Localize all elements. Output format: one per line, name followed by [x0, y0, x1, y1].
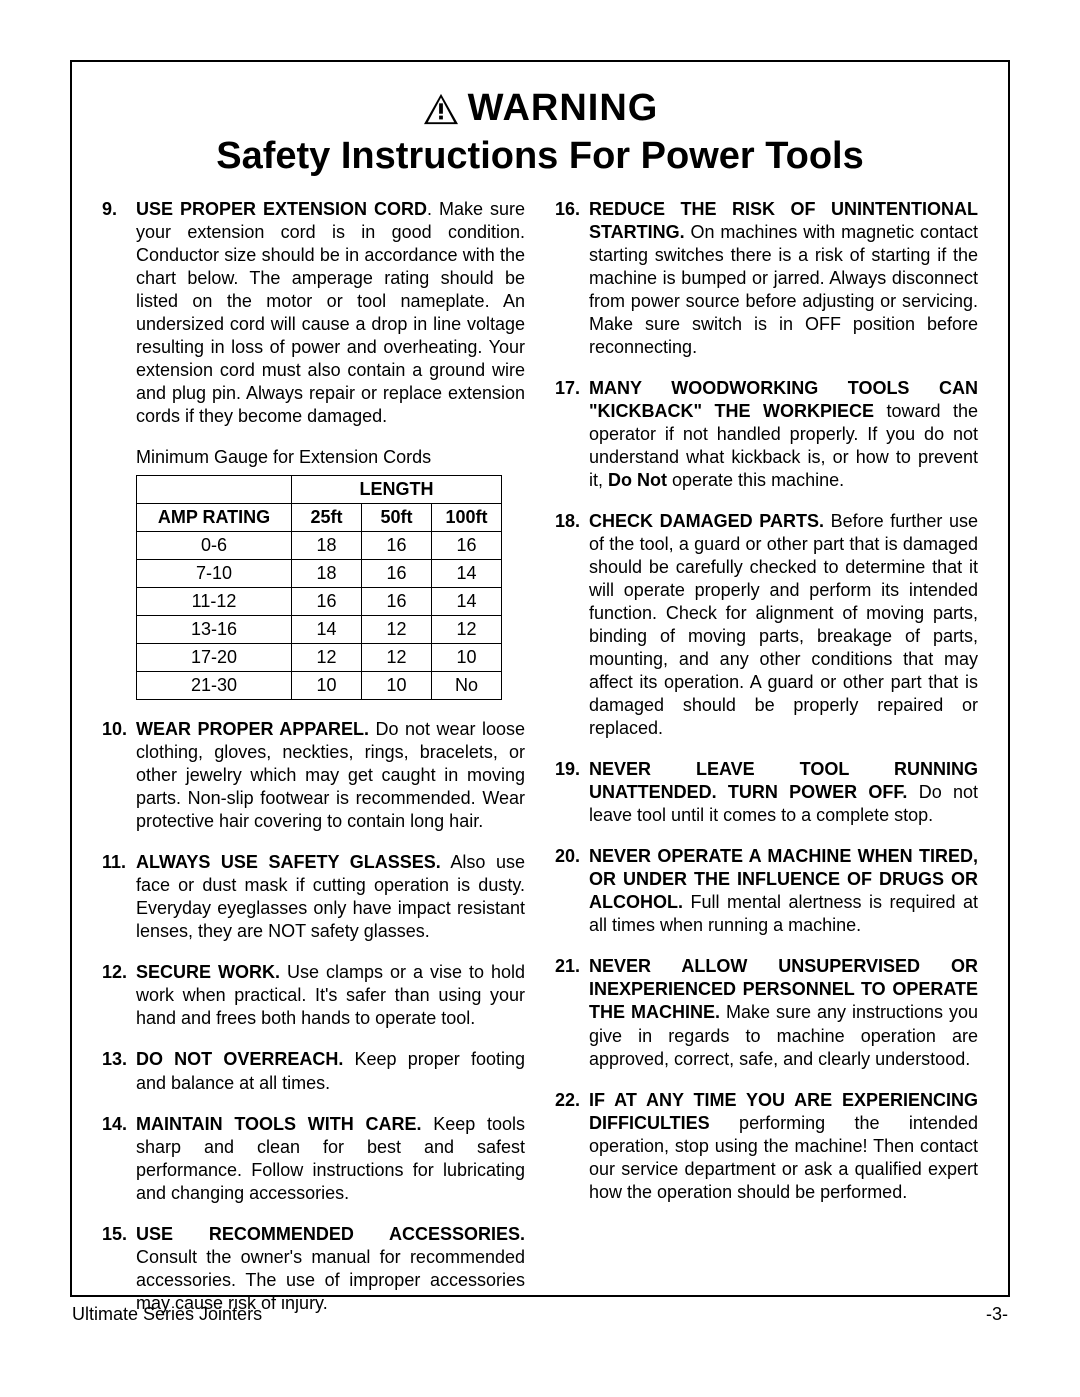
item-number: 14. — [102, 1113, 127, 1136]
item-number: 17. — [555, 377, 580, 400]
left-column: 9. USE PROPER EXTENSION CORD. Make sure y… — [102, 198, 525, 1333]
instruction-item: 13.DO NOT OVERREACH. Keep proper footing… — [102, 1048, 525, 1094]
table-cell-value: 12 — [362, 616, 432, 644]
table-cell-amp: 0-6 — [137, 531, 292, 559]
footer-left: Ultimate Series Jointers — [72, 1304, 262, 1325]
table-row: 0-6181616 — [137, 531, 502, 559]
instruction-item: 22.IF AT ANY TIME YOU ARE EXPERIENCING D… — [555, 1089, 978, 1204]
table-row: 21-301010No — [137, 672, 502, 700]
table-cell-value: 16 — [362, 559, 432, 587]
item-body: Before further use of the tool, a guard … — [589, 511, 978, 738]
instruction-item: 21.NEVER ALLOW UNSUPERVISED OR INEXPERIE… — [555, 955, 978, 1070]
table-cell-value: 14 — [432, 559, 502, 587]
table-cell-amp: 17-20 — [137, 644, 292, 672]
table-cell-value: No — [432, 672, 502, 700]
item-number: 22. — [555, 1089, 580, 1112]
table-header-amp: AMP RATING — [137, 503, 292, 531]
item-number: 9. — [102, 198, 117, 221]
table-cell-value: 16 — [432, 531, 502, 559]
table-header-length: LENGTH — [292, 475, 502, 503]
item-lead: WEAR PROPER APPAREL. — [136, 719, 369, 739]
item-number: 15. — [102, 1223, 127, 1246]
item-number: 11. — [102, 851, 126, 874]
table-cell-value: 10 — [292, 672, 362, 700]
warning-line: WARNING — [422, 87, 659, 130]
table-cell-value: 16 — [292, 587, 362, 615]
item-number: 20. — [555, 845, 580, 868]
item-extra-body: operate this machine. — [667, 470, 844, 490]
table-header-col: 25ft — [292, 503, 362, 531]
table-cell-value: 16 — [362, 531, 432, 559]
extension-cord-table: LENGTHAMP RATING25ft50ft100ft0-61816167-… — [136, 475, 502, 700]
item-number: 12. — [102, 961, 127, 984]
table-row: 13-16141212 — [137, 616, 502, 644]
item-number: 10. — [102, 718, 127, 741]
instruction-item: 14.MAINTAIN TOOLS WITH CARE. Keep tools … — [102, 1113, 525, 1205]
table-cell-value: 12 — [362, 644, 432, 672]
instruction-item: 9. USE PROPER EXTENSION CORD. Make sure y… — [102, 198, 525, 428]
instruction-item: 16.REDUCE THE RISK OF UNINTENTIONAL STAR… — [555, 198, 978, 359]
item-lead: CHECK DAMAGED PARTS. — [589, 511, 824, 531]
table-cell-value: 14 — [292, 616, 362, 644]
instruction-item: 12.SECURE WORK. Use clamps or a vise to … — [102, 961, 525, 1030]
table-row: 7-10181614 — [137, 559, 502, 587]
instruction-item: 18. CHECK DAMAGED PARTS. Before further u… — [555, 510, 978, 740]
item-lead: SECURE WORK. — [136, 962, 280, 982]
table-cell-amp: 11-12 — [137, 587, 292, 615]
table-cell-value: 14 — [432, 587, 502, 615]
warning-triangle-icon — [422, 92, 460, 126]
footer-right: -3- — [986, 1304, 1008, 1325]
warning-label: WARNING — [468, 87, 659, 130]
table-cell-value: 10 — [362, 672, 432, 700]
table-cell-amp: 13-16 — [137, 616, 292, 644]
header: WARNING Safety Instructions For Power To… — [102, 87, 978, 178]
table-cell-amp: 21-30 — [137, 672, 292, 700]
table-cell-value: 18 — [292, 531, 362, 559]
item-body: Consult the owner's manual for recommend… — [136, 1247, 525, 1313]
right-column: 16.REDUCE THE RISK OF UNINTENTIONAL STAR… — [555, 198, 978, 1333]
item-number: 21. — [555, 955, 580, 978]
table-cell-value: 12 — [432, 616, 502, 644]
item-body: . Make sure your extension cord is in go… — [136, 199, 525, 426]
page-title: Safety Instructions For Power Tools — [102, 135, 978, 178]
content-columns: 9. USE PROPER EXTENSION CORD. Make sure y… — [102, 198, 978, 1333]
item-number: 16. — [555, 198, 580, 221]
instruction-item: 11.ALWAYS USE SAFETY GLASSES. Also use f… — [102, 851, 525, 943]
table-cell-blank — [137, 475, 292, 503]
item-extra-bold: Do Not — [608, 470, 667, 490]
table-cell-value: 18 — [292, 559, 362, 587]
table-cell-value: 10 — [432, 644, 502, 672]
instruction-item: 19.NEVER LEAVE TOOL RUNNING UNATTENDED. … — [555, 758, 978, 827]
item-lead: MAINTAIN TOOLS WITH CARE. — [136, 1114, 421, 1134]
item-lead: DO NOT OVERREACH. — [136, 1049, 343, 1069]
item-lead: USE RECOMMENDED ACCESSORIES. — [136, 1224, 525, 1244]
table-cell-amp: 7-10 — [137, 559, 292, 587]
table-cell-value: 12 — [292, 644, 362, 672]
table-caption: Minimum Gauge for Extension Cords — [136, 446, 525, 469]
table-cell-value: 16 — [362, 587, 432, 615]
table-header-col: 50ft — [362, 503, 432, 531]
page-footer: Ultimate Series Jointers -3- — [72, 1304, 1008, 1325]
item-number: 13. — [102, 1048, 127, 1071]
table-header-col: 100ft — [432, 503, 502, 531]
instruction-item: 15. USE RECOMMENDED ACCESSORIES. Consult … — [102, 1223, 525, 1315]
instruction-item: 20.NEVER OPERATE A MACHINE WHEN TIRED, O… — [555, 845, 978, 937]
instruction-item: 17.MANY WOODWORKING TOOLS CAN "KICKBACK"… — [555, 377, 978, 492]
table-row: 11-12161614 — [137, 587, 502, 615]
item-number: 18. — [555, 510, 580, 533]
item-lead: ALWAYS USE SAFETY GLASSES. — [136, 852, 441, 872]
item-lead: USE PROPER EXTENSION CORD — [136, 199, 427, 219]
instruction-item: 10.WEAR PROPER APPAREL. Do not wear loos… — [102, 718, 525, 833]
item-number: 19. — [555, 758, 580, 781]
page-frame: WARNING Safety Instructions For Power To… — [70, 60, 1010, 1297]
table-row: 17-20121210 — [137, 644, 502, 672]
